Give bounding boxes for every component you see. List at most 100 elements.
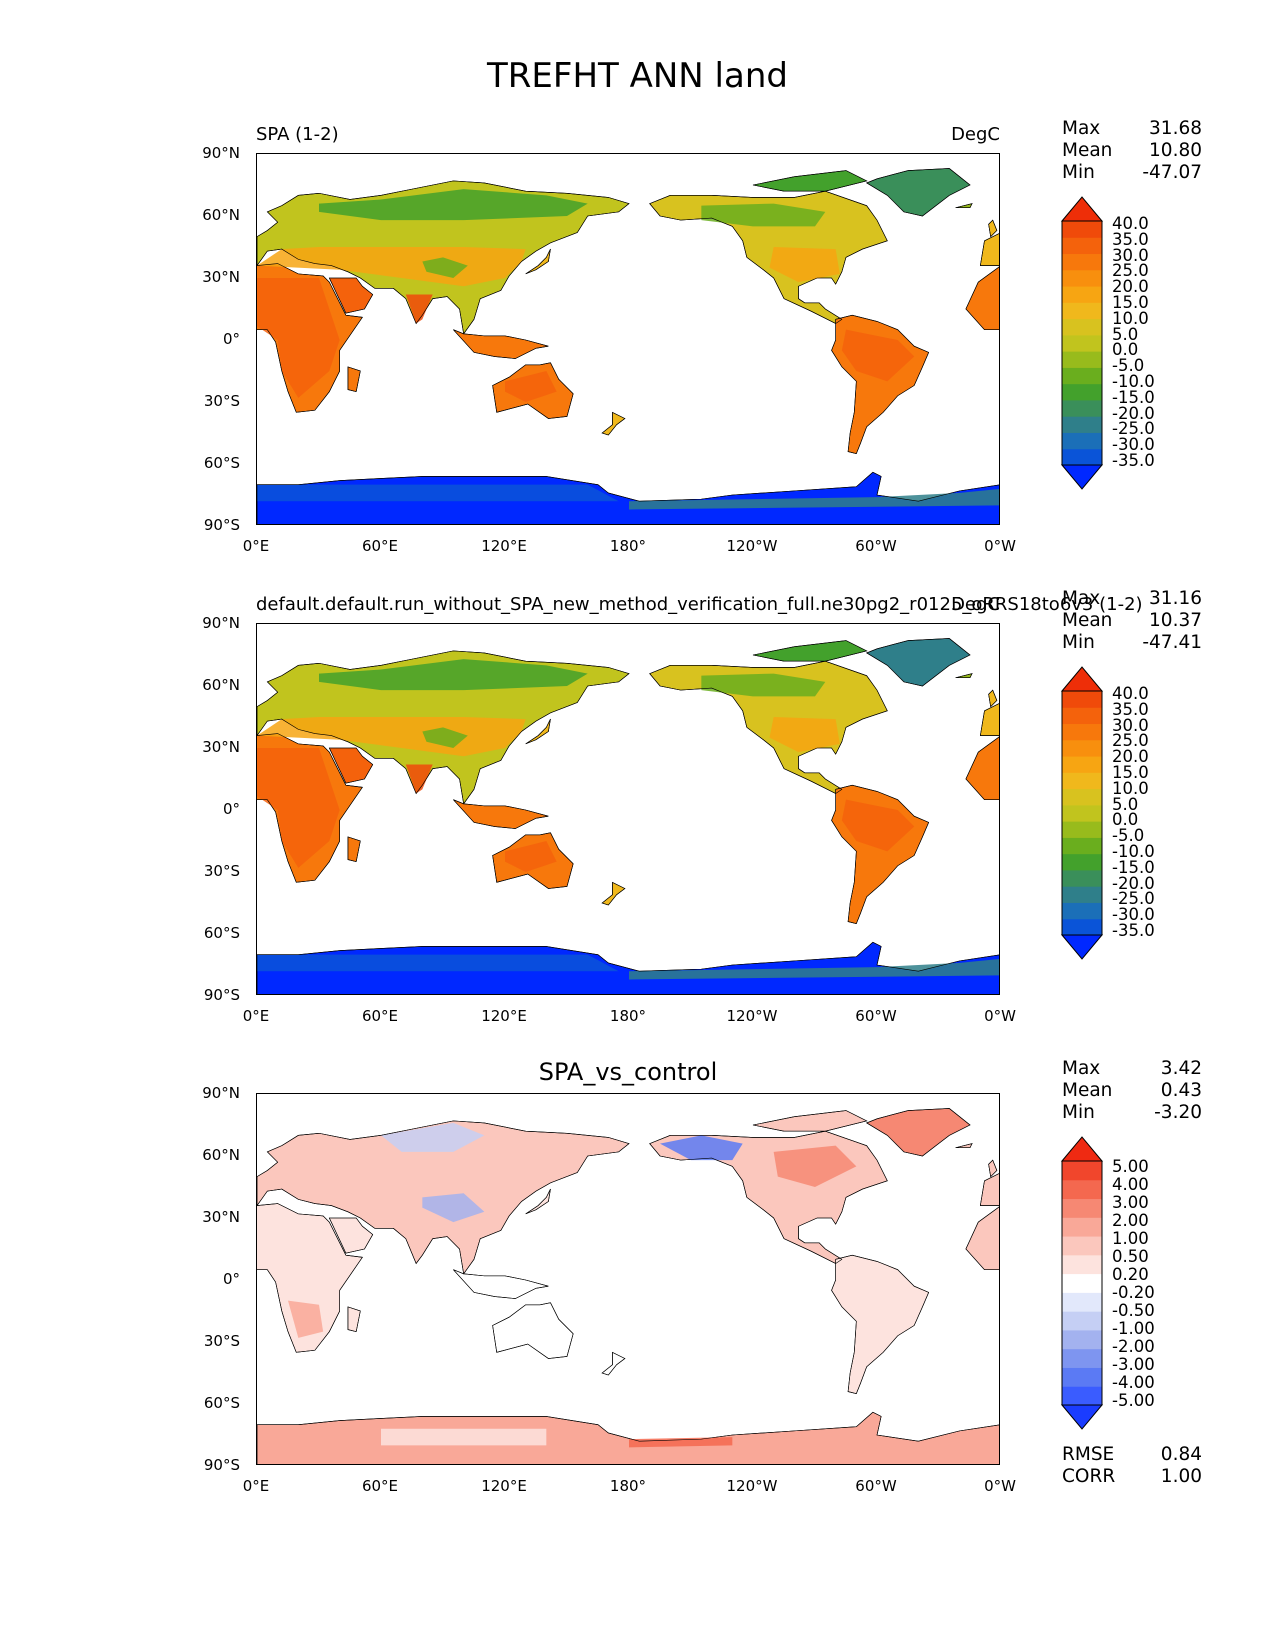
coastline-europe_asia	[257, 180, 630, 335]
lon-tick-label: 0°E	[242, 1477, 270, 1495]
colorbar-tick-label: 10.0	[1112, 308, 1149, 328]
colorbar-tick-label: -25.0	[1112, 419, 1155, 439]
stat-min: Min -47.41	[1062, 632, 1202, 653]
colorbar-segment	[1062, 918, 1102, 936]
colorbar-tick-label: 35.0	[1112, 699, 1149, 719]
colorbar-segment	[1062, 821, 1102, 838]
coastline-madagascar	[347, 1306, 361, 1333]
colorbar-segment	[1062, 253, 1102, 271]
lon-tick-label: 60°E	[361, 1477, 399, 1495]
colorbar-tick-label: 1.00	[1112, 1229, 1149, 1248]
colorbar-segment	[1062, 739, 1102, 757]
coastline-southam	[831, 784, 930, 925]
hot-amazon	[841, 329, 915, 382]
panel3-colorbar-labels: 5.00 4.00 3.00 2.00 1.00 0.50 0.20 -0.20 -0.50 -1…	[1112, 1158, 1155, 1410]
tibet-plateau	[422, 257, 468, 278]
lat-tick-label: 0°	[222, 800, 240, 818]
colorbar-tick-label: -30.0	[1112, 905, 1155, 925]
lat-tick-label: 30°N	[202, 1208, 240, 1226]
antarctica-coast	[257, 484, 619, 502]
coastline-europe_asia	[257, 1120, 630, 1275]
colorbar-tick-label: -25.0	[1112, 889, 1155, 909]
colorbar-tick-label: -10.0	[1112, 371, 1155, 391]
lat-tick-label: 60°S	[203, 1394, 240, 1412]
lon-tick-label: 120°W	[726, 1477, 778, 1495]
lat-tick-label: 90°N	[202, 144, 240, 162]
colorbar-segment	[1062, 416, 1102, 433]
panel2-left-title: default.default.run_without_SPA_new_meth…	[256, 594, 1143, 615]
colorbar-frame	[1061, 1160, 1103, 1406]
colorbar-segment	[1062, 1198, 1102, 1218]
coastline-africa_r	[965, 736, 999, 800]
warm-anomaly-canada	[773, 1145, 857, 1187]
coastline-antarctica	[257, 941, 999, 994]
colorbar-segment	[1062, 383, 1102, 401]
warm-anomaly-ross	[629, 1437, 733, 1448]
lat-tick-label: 60°N	[202, 676, 240, 694]
lat-tick-label: 60°S	[203, 924, 240, 942]
colorbar-tick-label: -5.00	[1112, 1391, 1155, 1410]
lon-tick-label: 0°W	[984, 1477, 1016, 1495]
coastline-madagascar	[347, 836, 361, 863]
panel3-title: SPA_vs_control	[538, 1058, 718, 1086]
colorbar-tick-label: 2.00	[1112, 1211, 1149, 1230]
colorbar-segment	[1062, 1179, 1102, 1200]
colorbar-tick-label: 15.0	[1112, 292, 1149, 312]
panel2-map	[256, 623, 1000, 995]
coastline-europe_r	[979, 703, 999, 736]
colorbar-tick-label: -20.0	[1112, 873, 1155, 893]
coastline-northam	[649, 1130, 888, 1264]
colorbar-segment	[1062, 853, 1102, 871]
west-antarctica	[629, 488, 999, 510]
colorbar-segment	[1062, 432, 1102, 450]
lat-tick-label: 90°S	[203, 986, 240, 1004]
panel3-land-svg	[257, 1108, 999, 1464]
stat-mean: Mean 10.37	[1062, 610, 1202, 631]
lon-tick-label: 60°W	[855, 537, 897, 555]
colorbar-tick-label: 30.0	[1112, 245, 1149, 265]
panel1-colorbar	[1060, 196, 1104, 490]
coastline-japan	[525, 718, 551, 745]
coastline-southam	[831, 314, 930, 455]
lat-tick-label: 30°S	[203, 1332, 240, 1350]
coastline-northam	[649, 190, 888, 324]
lat-tick-label: 60°N	[202, 1146, 240, 1164]
coastline-antarctica	[257, 471, 999, 524]
lat-tick-label: 30°S	[203, 862, 240, 880]
lon-tick-label: 120°W	[726, 537, 778, 555]
colorbar-tick-label: -2.00	[1112, 1337, 1155, 1356]
land-southam	[831, 1254, 930, 1395]
colorbar-segment	[1062, 1161, 1102, 1181]
colorbar-segment	[1062, 318, 1102, 336]
colorbar-extend-max	[1060, 196, 1104, 222]
panel1-map	[256, 153, 1000, 525]
stat-max: Max 31.16	[1062, 588, 1202, 609]
lat-tick-label: 30°N	[202, 738, 240, 756]
colorbar-tick-label: 10.0	[1112, 778, 1149, 798]
colorbar-segment	[1062, 237, 1102, 255]
lon-tick-label: 180°	[609, 537, 647, 555]
colorbar-segment	[1062, 221, 1102, 238]
coastline-europe_r	[979, 1173, 999, 1206]
warm-anomaly-southern-africa	[288, 1300, 324, 1338]
colorbar-segment	[1062, 1311, 1102, 1331]
coastline-africa	[257, 1203, 363, 1353]
weak-anomaly-east-antarctica	[381, 1428, 547, 1446]
coastline-iceland	[955, 1143, 973, 1149]
lon-tick-label: 120°E	[481, 1007, 527, 1025]
lon-tick-label: 120°E	[481, 537, 527, 555]
coastline-nz	[601, 881, 626, 906]
colorbar-tick-label: -5.0	[1112, 356, 1145, 376]
colorbar-tick-label: 35.0	[1112, 229, 1149, 249]
colorbar-tick-label: 3.00	[1112, 1193, 1149, 1212]
lon-tick-label: 180°	[609, 1477, 647, 1495]
cold-band-siberia	[319, 659, 588, 691]
lon-tick-label: 180°	[609, 1007, 647, 1025]
colorbar-tick-label: -10.0	[1112, 841, 1155, 861]
panel2-land-svg	[257, 638, 999, 994]
hot-amazon	[841, 799, 915, 852]
colorbar-segment	[1062, 1217, 1102, 1237]
colorbar-tick-label: -4.00	[1112, 1373, 1155, 1392]
lon-tick-label: 0°E	[242, 1007, 270, 1025]
coastline-europe_r	[979, 233, 999, 266]
